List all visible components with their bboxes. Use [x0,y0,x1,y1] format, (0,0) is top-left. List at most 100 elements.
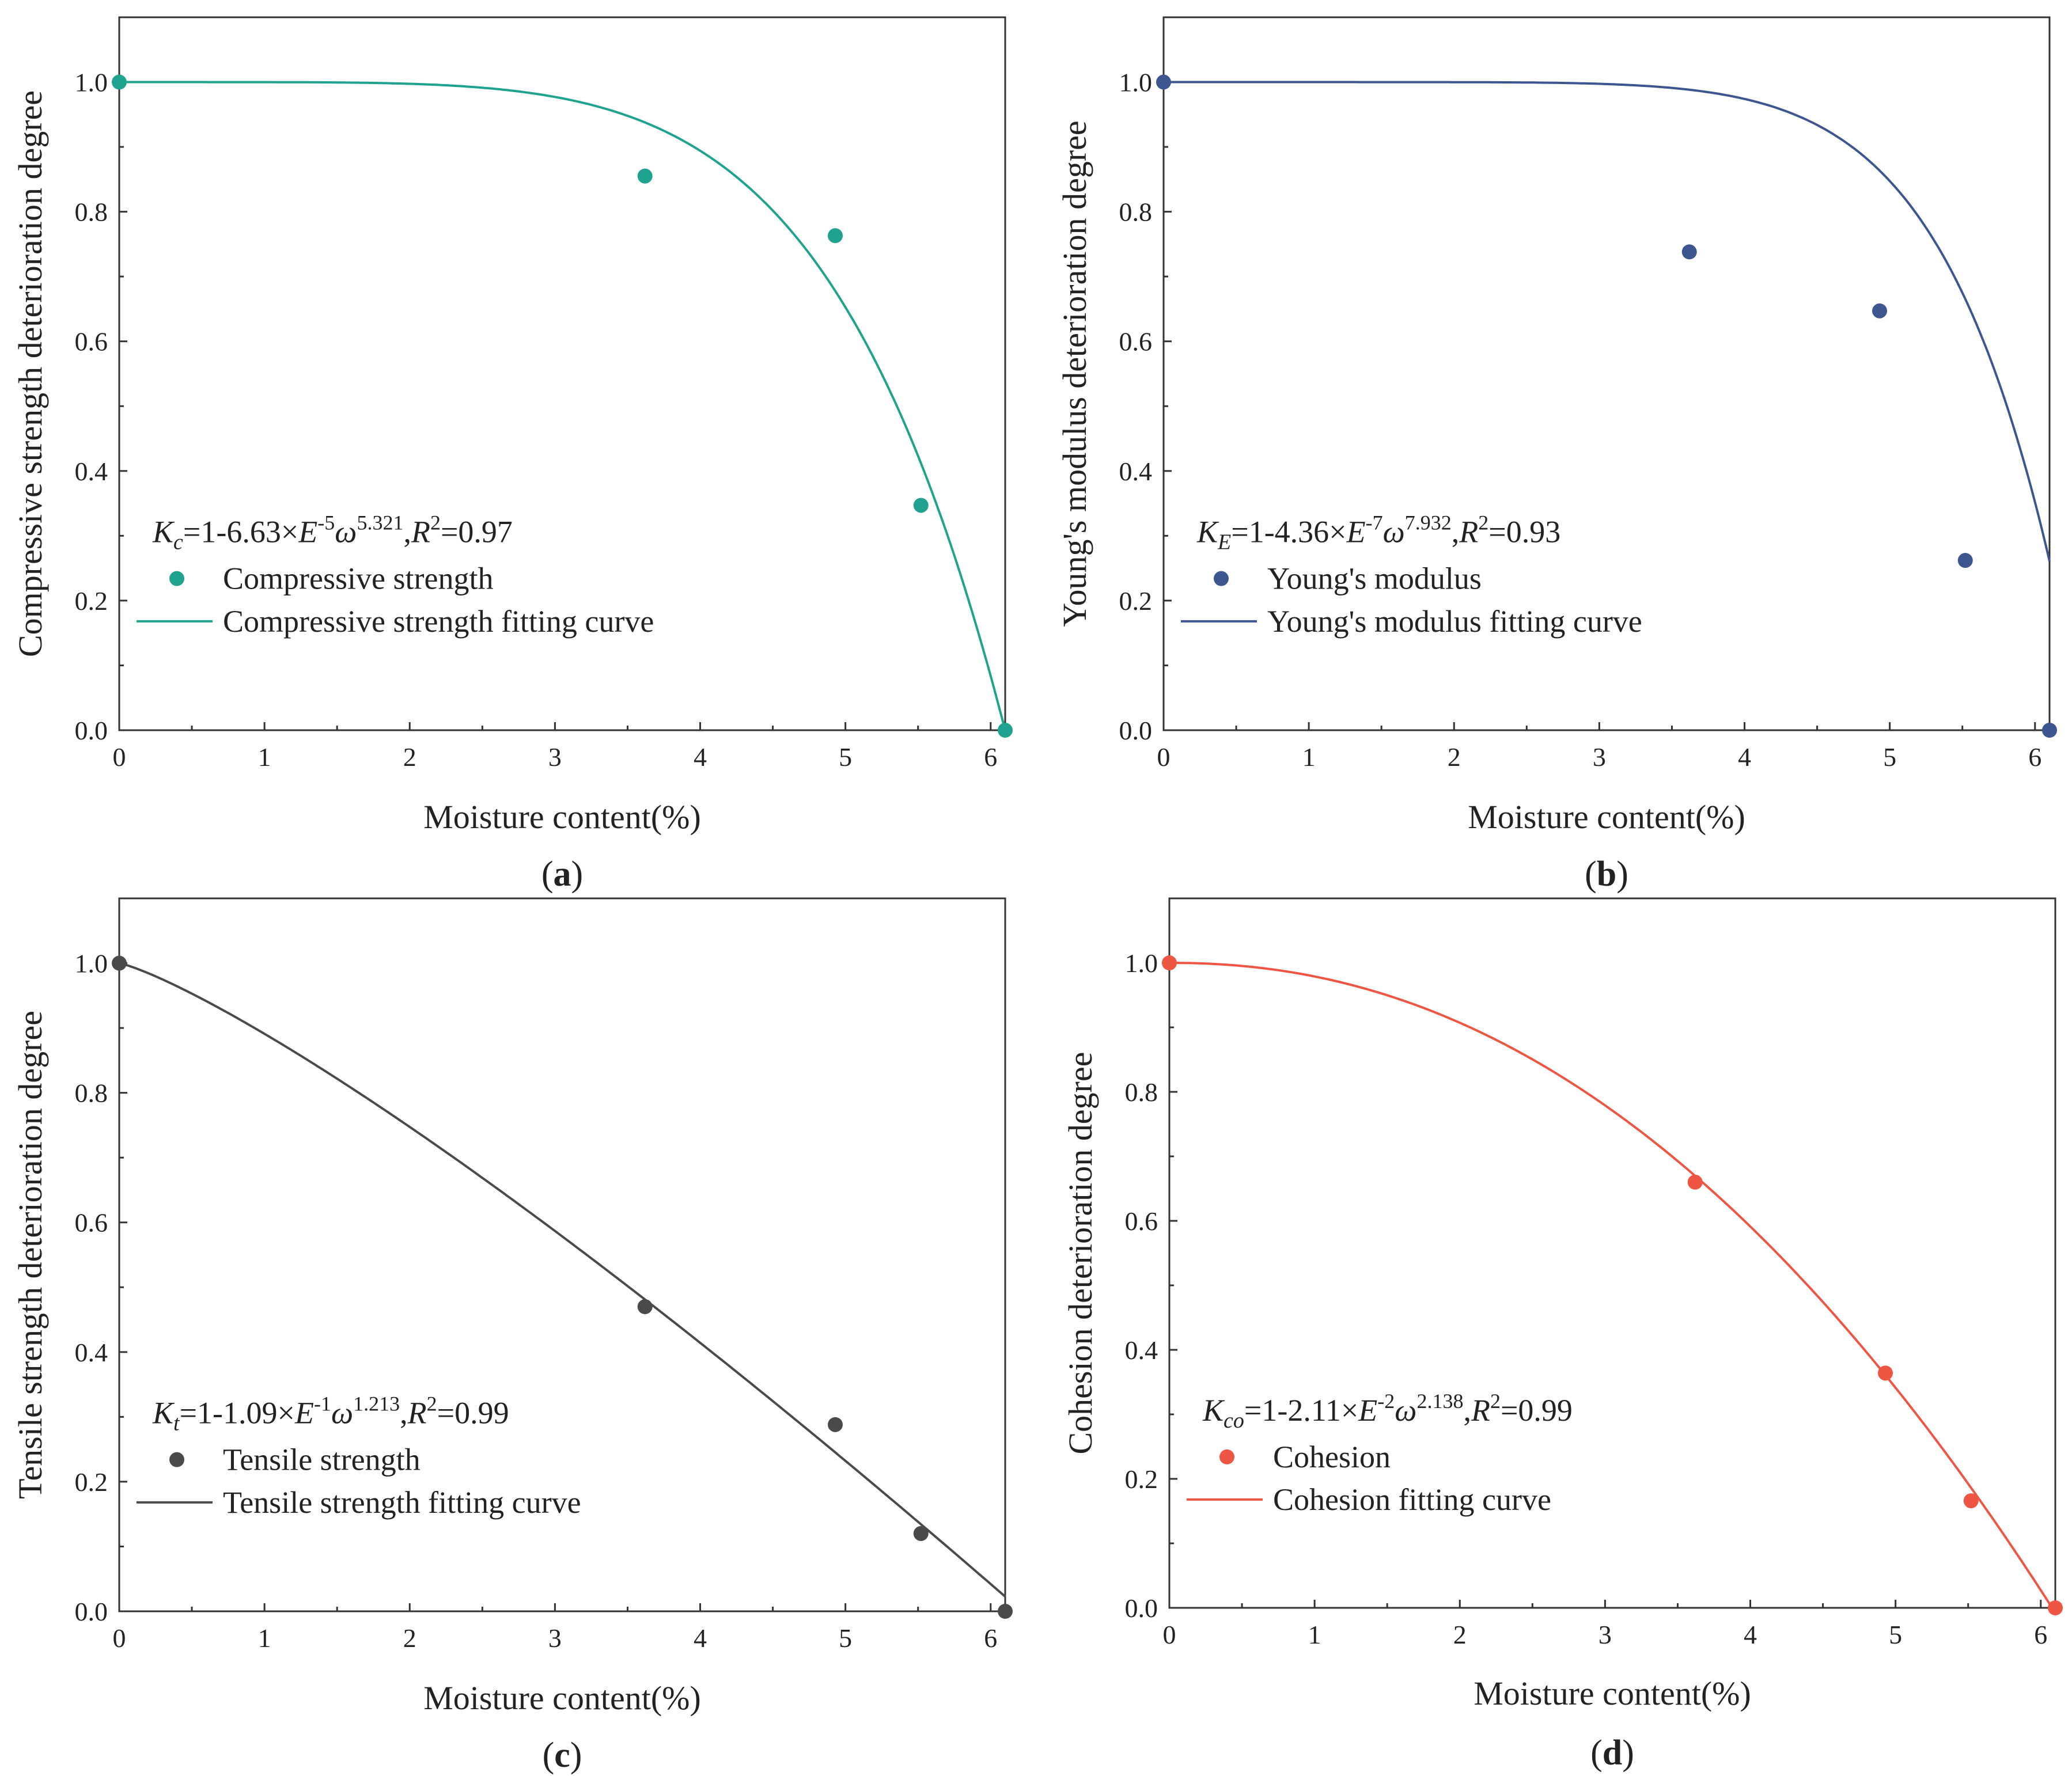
legend-points-label: Cohesion [1273,1440,1391,1474]
data-point [1156,74,1171,90]
y-tick-label: 0.0 [1119,716,1153,745]
y-tick-label: 0.6 [75,1208,108,1238]
x-axis-label: Moisture content(%) [423,1679,701,1717]
chart-panel-b: 0 1 2 3 4 5 6 0.0 0.2 0.4 0.6 0.8 1.0 Moisture conten… [1056,16,2057,894]
x-tick-label: 3 [1598,1620,1612,1649]
text-span: R [411,515,430,549]
data-point [1957,553,1973,568]
panel-label-open: ( [543,1736,555,1775]
text-span: 2 [1478,511,1488,534]
text-span: -7 [1366,511,1383,534]
y-tick-label: 0.4 [75,457,108,486]
panel-label-close: ) [570,1736,582,1775]
data-point [998,1604,1013,1619]
data-point [828,228,843,244]
text-span: -2 [1377,1390,1395,1413]
text-span: E [294,1396,314,1430]
fit-equation: KE=1-4.36×E-7ω7.932,R2=0.93 [1196,511,1560,555]
text-span: =0.93 [1488,515,1560,549]
legend-curve-label: Tensile strength fitting curve [223,1485,581,1520]
y-tick-label: 0.6 [1125,1206,1158,1236]
legend-marker [169,571,184,586]
panel-label-open: ( [1585,855,1597,894]
text-span: E [1217,530,1231,555]
x-tick-label: 2 [403,742,416,772]
y-axis-label: Compressive strength deterioration degre… [12,90,49,657]
legend-curve-label: Young's modulus fitting curve [1267,604,1642,639]
y-tick-label: 0.2 [1119,586,1153,616]
eq-comma: , [403,515,411,549]
data-point [637,168,653,184]
x-tick-label: 1 [1308,1620,1321,1649]
legend-points-label: Young's modulus [1267,561,1482,596]
chart-panel-d: 0 1 2 3 4 5 6 0.0 0.2 0.4 0.6 0.8 1.0 Moisture conten… [1062,897,2063,1773]
x-tick-label: 0 [113,1623,126,1653]
y-tick-label: 0.2 [75,586,108,616]
y-tick-label: 0.4 [75,1338,108,1367]
text-span: 1.213 [353,1392,400,1416]
text-span: d [1603,1733,1622,1773]
plot-frame [1168,897,2056,1609]
text-span: =0.99 [1501,1393,1573,1428]
y-tick-label: 0.0 [1125,1593,1158,1623]
x-tick-label: 3 [1593,742,1606,772]
fit-equation: Kco=1-2.11×E-2ω2.138,R2=0.99 [1202,1390,1573,1433]
data-point [112,955,127,971]
x-tick-label: 2 [1453,1620,1467,1649]
fit-equation: Kt=1-1.09×E-1ω1.213,R2=0.99 [152,1392,509,1436]
y-tick-label: 0.8 [1119,198,1153,227]
y-tick-label: 1.0 [75,949,108,978]
text-span: K [152,1396,175,1430]
text-span: ω [331,1396,353,1430]
x-axis-label: Moisture content(%) [423,798,701,836]
y-axis-label: Tensile strength deterioration degree [12,1011,49,1499]
x-tick-label: 5 [1883,742,1896,772]
x-tick-label: 5 [839,742,852,772]
text-span: co [1223,1409,1244,1433]
panel-label: (a) [541,855,583,894]
y-tick-label: 0.0 [75,716,108,745]
data-point [1687,1174,1703,1190]
text-span: 7.932 [1405,511,1452,534]
x-tick-label: 4 [1744,1620,1757,1649]
data-point [1681,244,1697,260]
text-span: -1 [314,1392,331,1416]
y-tick-label: 0.8 [1125,1077,1158,1107]
chart-panel-a: 0 1 2 3 4 5 6 0.0 0.2 0.4 0.6 0.8 1.0 Moisture conten… [12,16,1013,894]
x-tick-label: 1 [258,742,271,772]
text-span: a [554,855,571,894]
x-tick-label: 5 [839,1623,852,1653]
text-span: R [1459,515,1478,549]
fitting-curve [1169,962,2056,1609]
y-axis-label: Cohesion deterioration degree [1062,1052,1099,1455]
x-tick-label: 0 [113,742,126,772]
text-span: 2 [1490,1390,1501,1413]
plot-frame [1162,16,2051,731]
legend-marker [169,1452,184,1467]
x-tick-label: 6 [984,1623,997,1653]
fitting-curve [119,962,1006,1598]
data-point [1878,1365,1893,1381]
legend-points-label: Tensile strength [223,1443,421,1477]
data-point [1162,955,1177,970]
y-tick-label: 0.2 [1125,1464,1158,1494]
legend-marker [1219,1449,1234,1464]
panel-label-open: ( [1590,1733,1603,1773]
text-span: ω [335,515,357,549]
panel-label-close: ) [571,855,584,894]
text-span: =1-2.11× [1244,1393,1358,1428]
data-point [828,1417,843,1432]
y-tick-label: 0.0 [75,1597,108,1626]
y-tick-label: 0.6 [1119,327,1153,356]
y-tick-label: 0.8 [75,198,108,227]
text-span: E [1358,1393,1377,1428]
text-span: =1-4.36× [1231,515,1346,549]
plot-frame [118,16,1006,731]
panel-label: (d) [1590,1733,1634,1773]
text-span: =0.99 [437,1396,509,1430]
fitting-curve [1164,81,2051,561]
text-span: ω [1383,515,1405,549]
y-tick-label: 0.4 [1119,457,1153,486]
data-point [112,74,127,90]
